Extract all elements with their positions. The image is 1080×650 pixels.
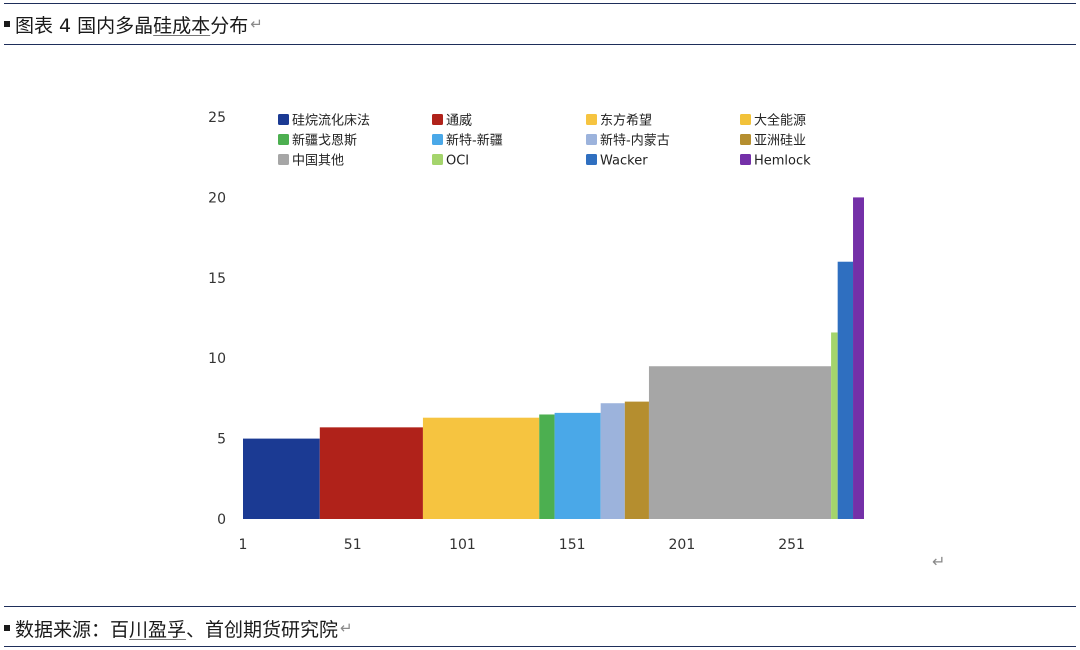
source-text-prefix: 数据来源：百 <box>15 618 130 641</box>
legend-swatch <box>278 154 289 165</box>
return-mark-icon: ↵ <box>250 15 263 33</box>
bar-8 <box>648 366 832 519</box>
legend-label: 通威 <box>446 114 472 129</box>
bars-group <box>243 197 864 519</box>
x-tick-label: 251 <box>778 537 805 553</box>
legend-swatch <box>586 114 597 125</box>
y-tick-label: 10 <box>208 351 226 367</box>
y-tick-label: 15 <box>208 271 226 287</box>
x-axis-ticks: 1 51 101 151 201 251 <box>239 537 805 553</box>
legend-swatch <box>586 154 597 165</box>
bar-2 <box>422 417 540 519</box>
legend-label: 东方希望 <box>600 113 652 129</box>
bar-4 <box>539 414 555 519</box>
chart-return-mark-icon: ↵ <box>932 552 946 571</box>
x-tick-label: 101 <box>449 537 476 553</box>
legend-swatch <box>740 154 751 165</box>
legend-swatch <box>278 114 289 125</box>
bar-10 <box>837 261 854 519</box>
legend-swatch <box>432 154 443 165</box>
source-note: 数据来源：百 川盈孚 、首创期货研究院 ↵ <box>4 612 353 644</box>
x-tick-label: 201 <box>669 537 696 553</box>
legend-label: Hemlock <box>754 154 811 169</box>
bar-0 <box>243 438 320 519</box>
legend-label: 硅烷流化床法 <box>292 114 370 129</box>
caption-text-suffix: 分布 <box>210 14 249 37</box>
return-mark-icon: ↵ <box>340 619 353 637</box>
legend-label: OCI <box>446 154 469 169</box>
figure-caption: 图表 4 国内多晶 硅成本 分布 ↵ <box>4 8 263 40</box>
header-top-rule <box>4 3 1076 4</box>
header-bottom-rule <box>4 44 1076 45</box>
footer-top-rule <box>4 606 1076 607</box>
y-tick-label: 20 <box>208 190 226 206</box>
y-tick-label: 5 <box>217 432 226 448</box>
legend-swatch <box>432 114 443 125</box>
legend-label: 新疆戈恩斯 <box>292 133 357 149</box>
bar-9 <box>831 332 838 519</box>
legend-swatch <box>740 134 751 145</box>
bar-7 <box>624 401 649 519</box>
legend-swatch <box>278 134 289 145</box>
source-text-underlined: 川盈孚 <box>129 618 187 641</box>
legend-label: 新特-内蒙古 <box>600 133 670 149</box>
x-tick-label: 151 <box>559 537 586 553</box>
legend-swatch <box>740 114 751 125</box>
source-text-suffix: 、首创期货研究院 <box>186 618 339 641</box>
y-tick-label: 25 <box>208 110 226 126</box>
legend-swatch <box>432 134 443 145</box>
legend-label: 大全能源 <box>754 113 806 129</box>
x-tick-label: 1 <box>239 537 248 553</box>
legend-label: Wacker <box>600 154 648 169</box>
bullet-square-icon <box>4 625 10 631</box>
y-tick-label: 0 <box>217 512 226 528</box>
caption-text-underlined: 硅成本 <box>153 14 211 37</box>
y-axis-ticks: 0 5 10 15 20 25 <box>208 110 226 528</box>
legend-label: 中国其他 <box>292 154 344 169</box>
legend-swatch <box>586 134 597 145</box>
bar-5 <box>554 412 601 519</box>
legend-label: 新特-新疆 <box>446 133 503 149</box>
bullet-square-icon <box>4 21 10 27</box>
footer-bottom-rule <box>4 646 1076 647</box>
caption-text-prefix: 图表 4 国内多晶 <box>15 14 154 37</box>
legend-label: 亚洲硅业 <box>754 134 806 149</box>
x-tick-label: 51 <box>344 537 362 553</box>
bar-6 <box>600 403 625 519</box>
bar-11 <box>853 197 864 519</box>
bar-1 <box>319 427 423 519</box>
